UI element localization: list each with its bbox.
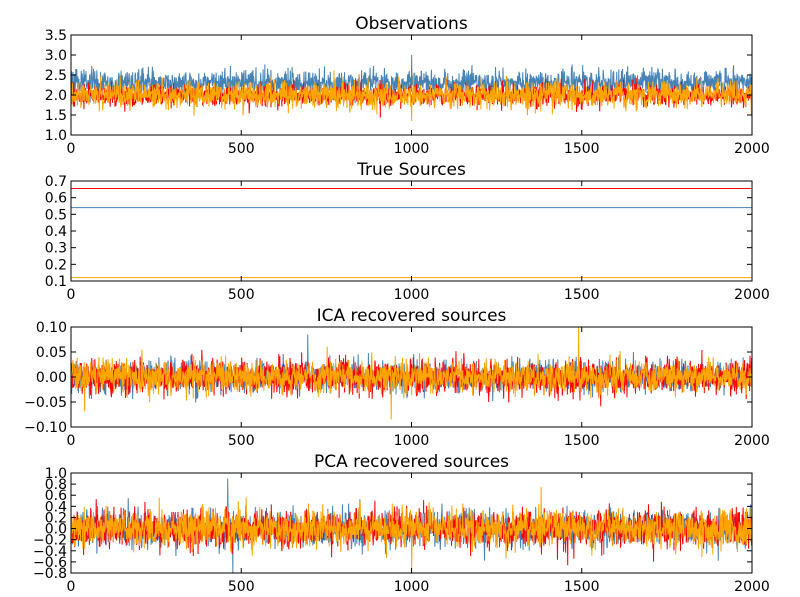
- x-tick-label: 1500: [564, 433, 600, 449]
- panel-true-sources: True Sources 0 500 1000 1500 20000.10.20.30.…: [45, 160, 770, 303]
- panel-ica-recovered-sources: ICA recovered sources 0 500 1000 1500 2000 −0…: [24, 306, 770, 449]
- y-tick-label: 2.5: [45, 68, 67, 84]
- y-tick-label: 1.5: [45, 108, 67, 124]
- x-tick-label: 1500: [564, 141, 600, 157]
- y-tick-label: 0.00: [36, 370, 67, 386]
- y-tick-label: 1.0: [45, 466, 67, 482]
- y-tick-label: 0.6: [45, 191, 67, 207]
- y-tick-label: 0.8: [45, 477, 67, 493]
- x-tick-label: 0: [67, 433, 76, 449]
- x-tick-label: 500: [228, 141, 255, 157]
- x-tick-label: 500: [228, 579, 255, 595]
- panel-pca-recovered-sources: PCA recovered sources 0 500 1000 1500 2000 −0…: [33, 452, 770, 595]
- panel-title: True Sources: [356, 160, 466, 180]
- y-tick-label: −0.4: [33, 544, 67, 560]
- panel-title: Observations: [355, 14, 468, 34]
- x-tick-label: 500: [228, 433, 255, 449]
- y-tick-label: 0.6: [45, 488, 67, 504]
- y-tick-label: 2.0: [45, 88, 67, 104]
- y-tick-label: 0.2: [45, 257, 67, 273]
- y-tick-label: 0.1: [45, 274, 67, 290]
- y-tick-label: 0.5: [45, 207, 67, 223]
- y-tick-label: 0.10: [36, 320, 67, 336]
- x-tick-label: 1000: [394, 433, 430, 449]
- y-tick-label: 3.0: [45, 48, 67, 64]
- y-tick-label: −0.10: [24, 420, 67, 436]
- y-tick-label: 0.2: [45, 510, 67, 526]
- y-tick-label: 0.4: [45, 224, 67, 240]
- x-tick-label: 0: [67, 287, 76, 303]
- plot-area: [71, 327, 752, 420]
- tick-group: 0 500 1000 1500 2000−0.8−0.6−0.4−0.20.00.20.…: [33, 466, 770, 595]
- x-tick-label: 2000: [734, 287, 770, 303]
- y-tick-label: −0.2: [33, 533, 67, 549]
- x-tick-label: 2000: [734, 433, 770, 449]
- y-tick-label: −0.8: [33, 566, 67, 582]
- x-tick-label: 0: [67, 579, 76, 595]
- series-line: [71, 327, 752, 420]
- y-tick-label: 0.4: [45, 499, 67, 515]
- panel-title: PCA recovered sources: [314, 452, 509, 472]
- y-tick-label: −0.6: [33, 555, 67, 571]
- x-tick-label: 1000: [394, 579, 430, 595]
- tick-group: 0 500 1000 1500 2000 −0.10 −0.05 0.00 0.05 0.10: [24, 320, 770, 449]
- x-tick-label: 1000: [394, 141, 430, 157]
- y-tick-label: 0.05: [36, 345, 67, 361]
- y-tick-label: 0.3: [45, 241, 67, 257]
- x-tick-label: 1000: [394, 287, 430, 303]
- plot-area: [71, 54, 752, 122]
- y-tick-label: 1.0: [45, 128, 67, 144]
- series-line: [71, 70, 752, 122]
- tick-group: 0 500 1000 1500 2000 1.0 1.5 2.0 2.5 3.0 3.5: [45, 28, 770, 157]
- y-tick-label: −0.05: [24, 395, 67, 411]
- panel-observations: Observations 0 500 1000 1500 2000 1.0 1.5 2.0 2.…: [45, 14, 770, 157]
- x-tick-label: 500: [228, 287, 255, 303]
- x-tick-label: 1500: [564, 579, 600, 595]
- series-line: [71, 486, 752, 573]
- x-tick-label: 1500: [564, 287, 600, 303]
- x-tick-label: 2000: [734, 141, 770, 157]
- x-tick-label: 2000: [734, 579, 770, 595]
- plot-area: [71, 478, 752, 573]
- x-tick-label: 0: [67, 141, 76, 157]
- y-tick-label: 0.7: [45, 174, 67, 190]
- tick-group: 0 500 1000 1500 2000 0.10.20.30.40.50.60.7: [45, 174, 770, 303]
- panel-title: ICA recovered sources: [317, 306, 507, 326]
- y-tick-label: 3.5: [45, 28, 67, 44]
- y-tick-label: 0.0: [45, 522, 67, 538]
